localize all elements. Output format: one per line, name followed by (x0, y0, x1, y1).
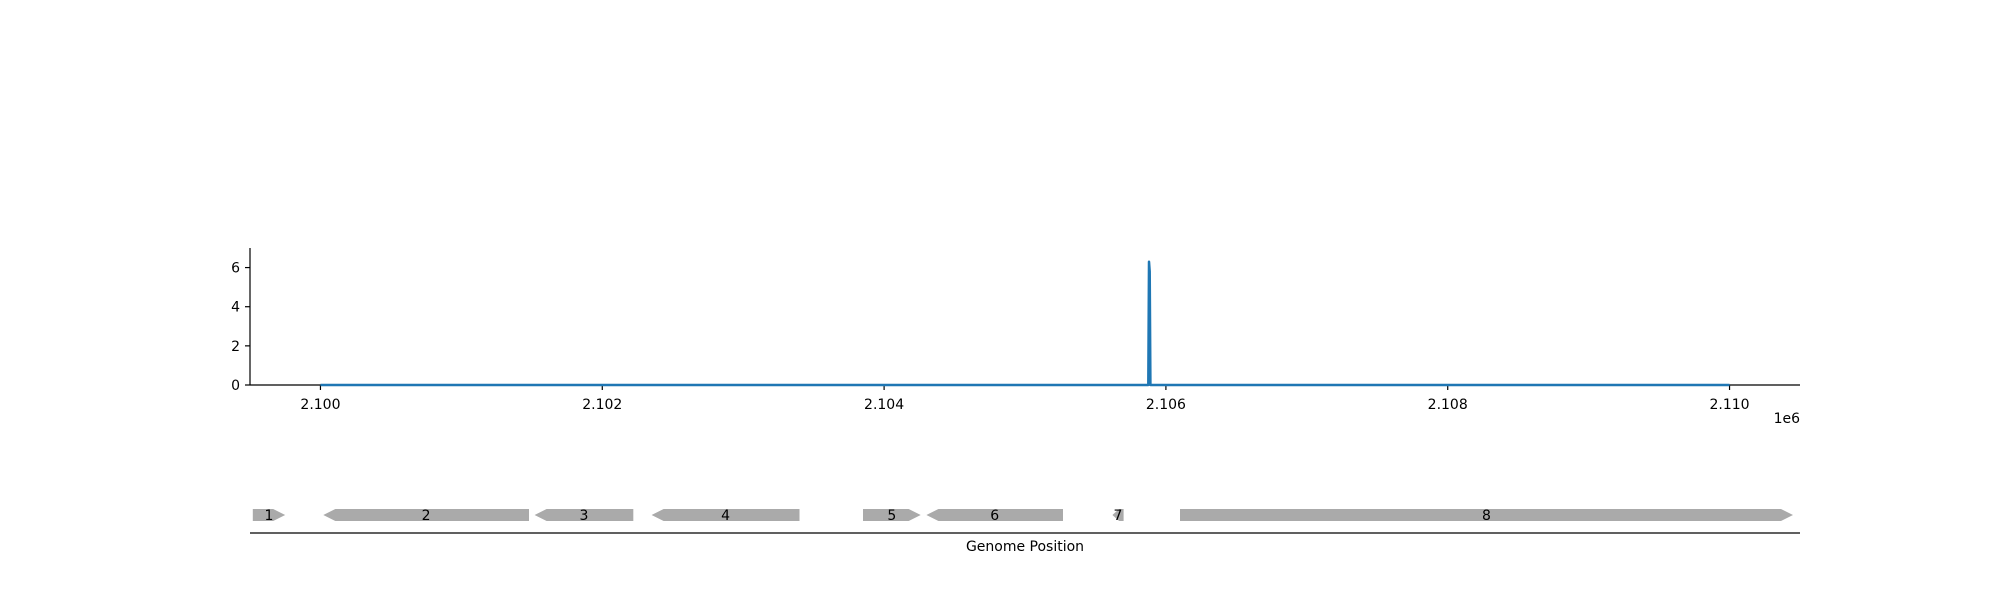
gene-label: 6 (990, 508, 999, 524)
x-tick-label: 2.104 (864, 397, 904, 413)
x-tick-label: 2.110 (1709, 397, 1749, 413)
gene-label: 4 (721, 508, 730, 524)
gene-label: 1 (265, 508, 274, 524)
y-tick-label: 2 (231, 339, 240, 355)
y-tick-label: 6 (231, 261, 240, 277)
x-axis-offset-label: 1e6 (1774, 411, 1801, 427)
x-tick-label: 2.102 (582, 397, 622, 413)
gene-arrow (1112, 509, 1124, 521)
gene-label: 3 (580, 508, 589, 524)
gene-arrow (1180, 509, 1793, 521)
gene-arrow (252, 509, 286, 521)
gene-arrow (534, 509, 634, 521)
coverage-plot (320, 260, 1730, 387)
gene-track: 1 2 3 4 5 6 7 8 (250, 508, 1800, 534)
coverage-line (320, 260, 1730, 387)
x-tick-label: 2.108 (1428, 397, 1468, 413)
gene-arrow (323, 509, 529, 521)
gene-label: 2 (422, 508, 431, 524)
gene-label: 7 (1114, 508, 1123, 524)
gene-label: 8 (1482, 508, 1491, 524)
x-tick-label: 2.106 (1146, 397, 1186, 413)
chart-axes: 2.100 2.102 2.104 2.106 2.108 2.110 0 2 4 6 (231, 248, 1800, 413)
gene-arrow (863, 509, 921, 521)
x-tick-label: 2.100 (300, 397, 340, 413)
gene-arrow (651, 509, 800, 521)
x-axis-label: Genome Position (966, 539, 1084, 555)
y-tick-label: 4 (231, 300, 240, 316)
gene-arrow (926, 509, 1063, 521)
y-tick-label: 0 (231, 378, 240, 394)
gene-label: 5 (887, 508, 896, 524)
